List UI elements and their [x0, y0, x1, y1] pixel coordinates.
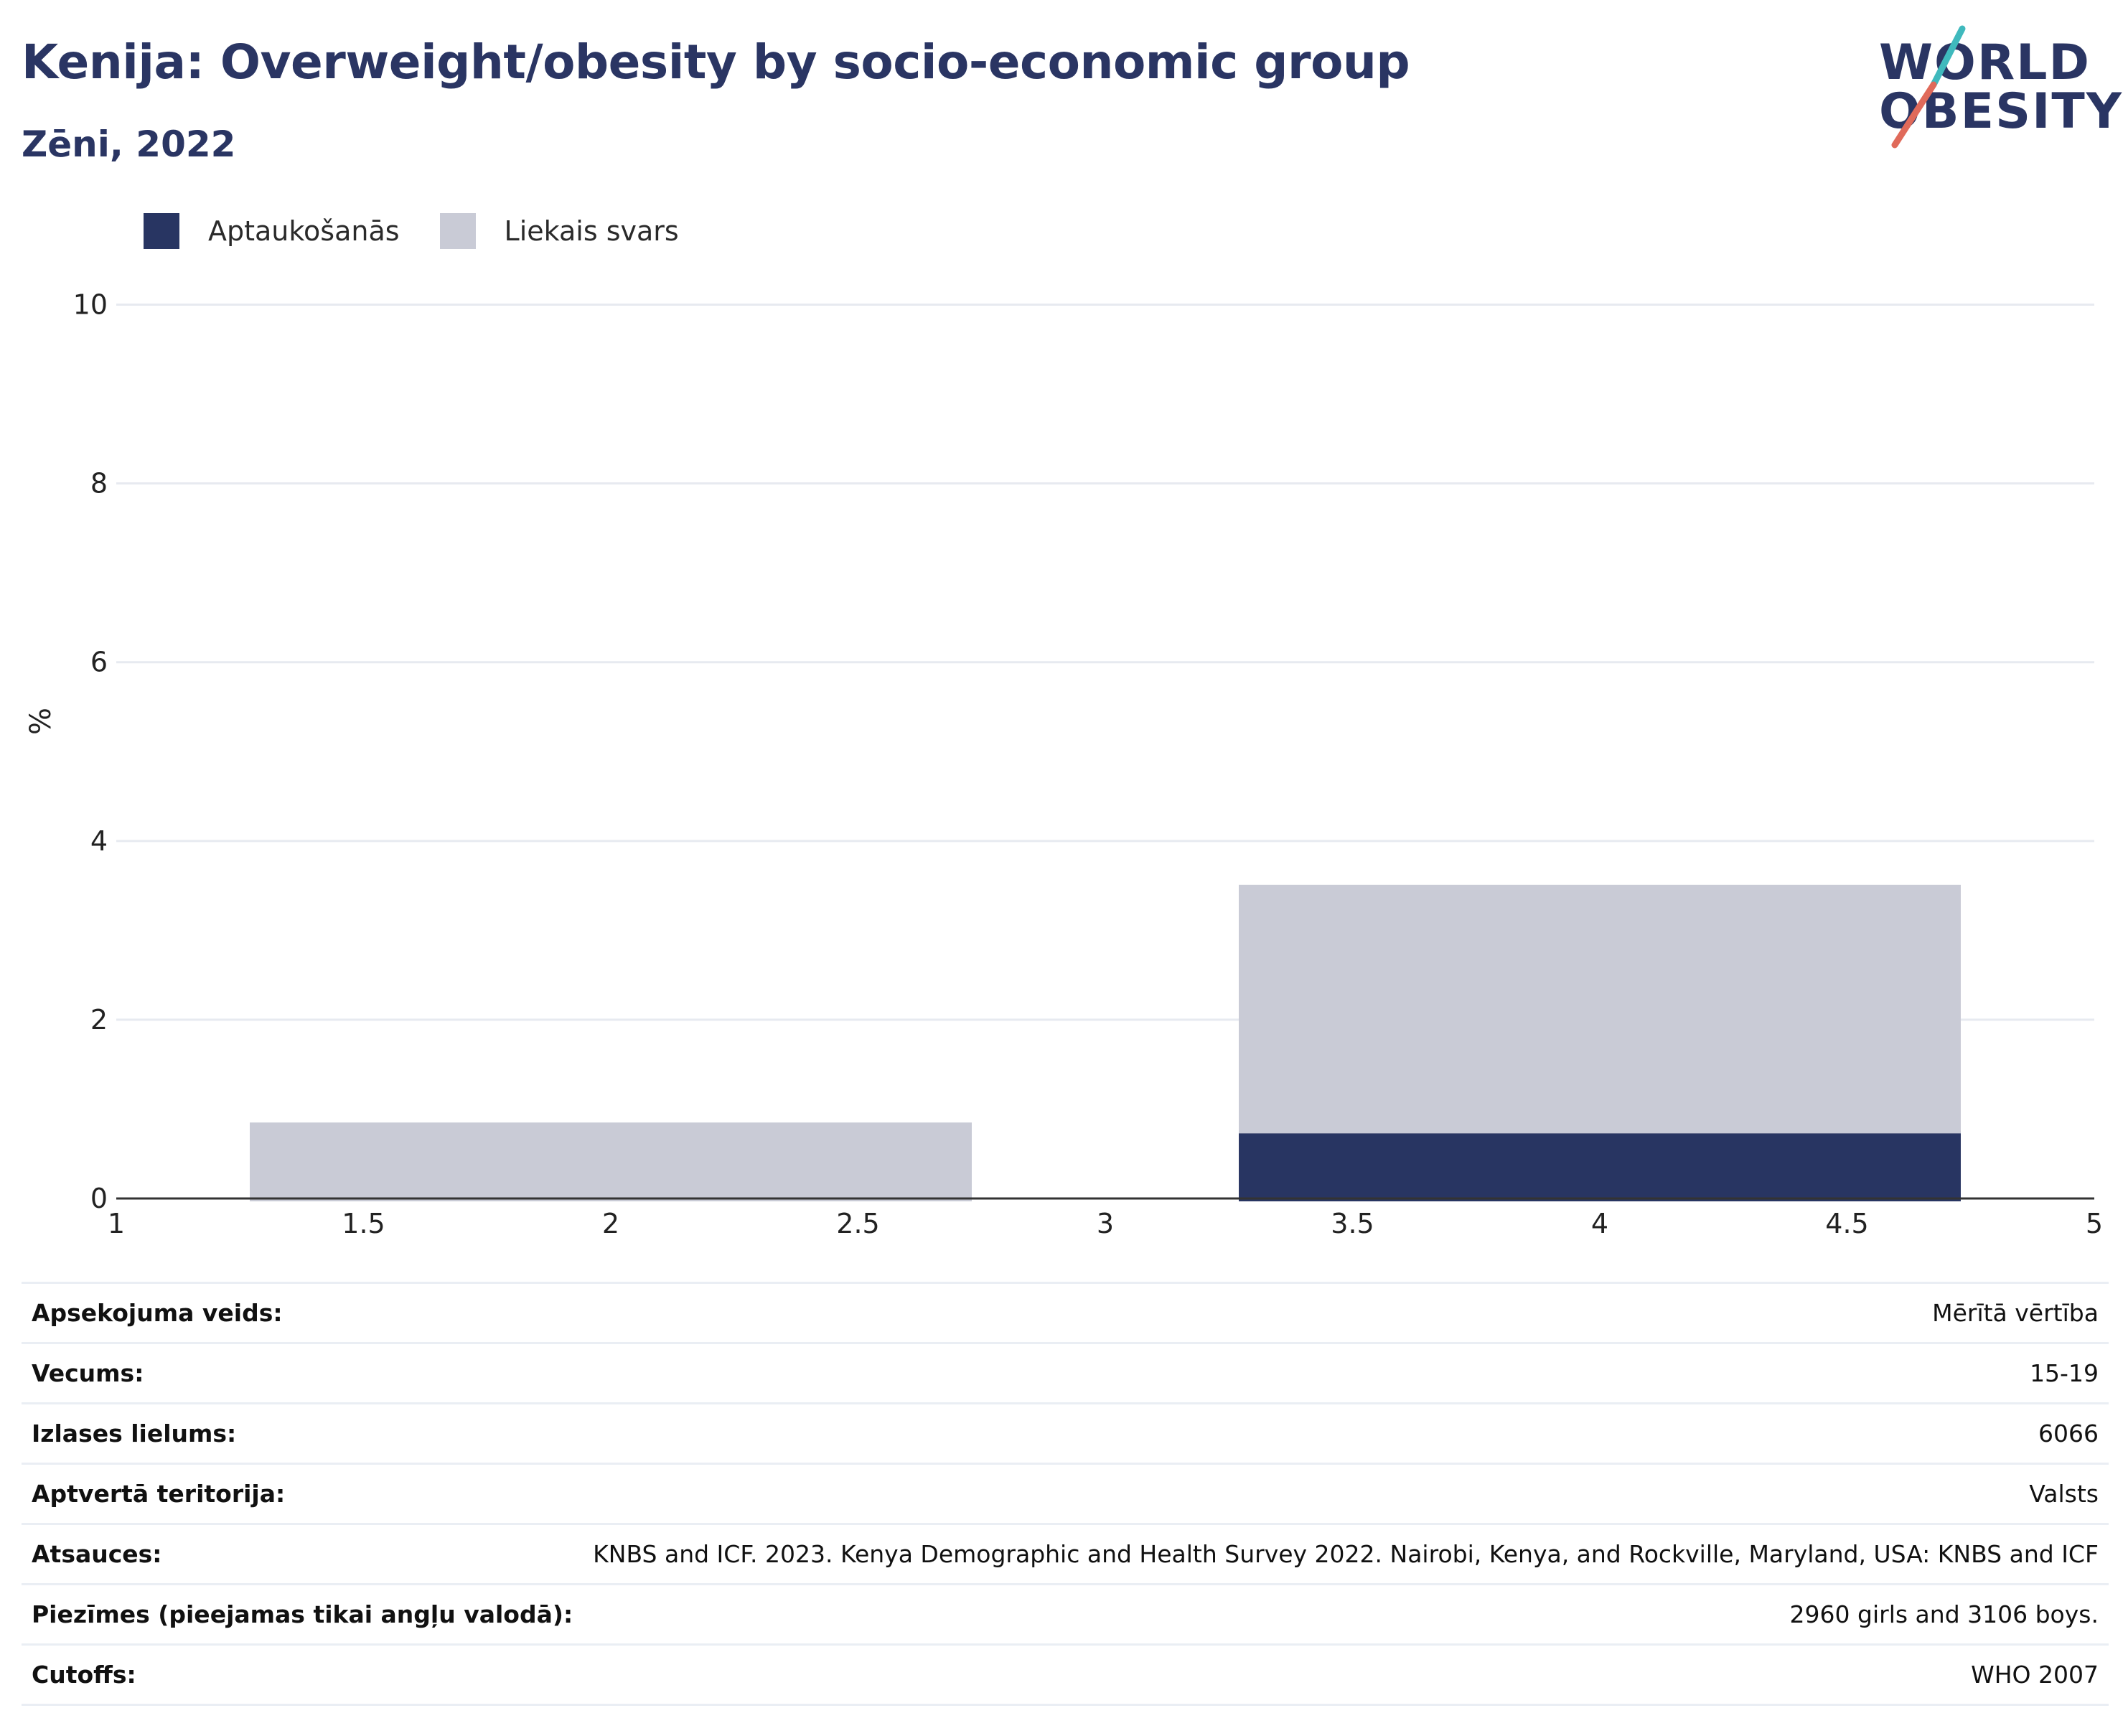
x-tick-label: 3.5	[1331, 1208, 1374, 1239]
overweight-bar	[250, 1122, 972, 1201]
y-tick-label: 0	[90, 1183, 108, 1214]
x-tick-label: 5	[2086, 1208, 2103, 1239]
legend-label-obesity: Aptaukošanās	[208, 215, 400, 247]
x-tick-label: 2.5	[836, 1208, 879, 1239]
legend-item-overweight[interactable]: Liekais svars	[439, 213, 679, 249]
y-tick-label: 2	[90, 1004, 108, 1036]
y-tick-label: 6	[90, 647, 108, 678]
chart-subtitle: Zēni, 2022	[22, 123, 236, 165]
info-table: Apsekojuma veids: Mērītā vērtība Vecums: 15…	[22, 1282, 2109, 1706]
info-value: 15-19	[583, 1342, 2109, 1404]
info-row: Vecums: 15-19	[22, 1342, 2109, 1404]
logo-slash-icon	[1891, 25, 1966, 149]
info-key: Atsauces:	[22, 1523, 584, 1585]
y-tick-label: 10	[73, 289, 108, 321]
x-tick-label: 4.5	[1825, 1208, 1868, 1239]
x-tick-label: 4	[1591, 1208, 1608, 1239]
info-key: Aptvertā teritorija:	[22, 1463, 584, 1524]
label-layer: 0 2 4 6 8 10 1 1.5 2 2.5 3 3.5 4 4.5 5%	[24, 289, 2103, 1239]
legend-swatch-obesity	[144, 213, 179, 249]
info-value: KNBS and ICF. 2023. Kenya Demographic an…	[583, 1523, 2109, 1585]
world-obesity-logo: WORLD OBESITY	[1873, 22, 2122, 151]
stacked-bar-chart: 0 2 4 6 8 10 1 1.5 2 2.5 3 3.5 4 4.5 5%	[24, 289, 2103, 1239]
info-row: Cutoffs: WHO 2007	[22, 1643, 2109, 1706]
info-row: Piezīmes (pieejamas tikai angļu valodā):…	[22, 1583, 2109, 1645]
x-tick-label: 1	[108, 1208, 125, 1239]
y-axis-label: %	[24, 708, 57, 735]
info-value: Valsts	[583, 1463, 2109, 1524]
y-tick-label: 8	[90, 468, 108, 499]
bar-layer	[250, 884, 1961, 1201]
info-value: 6066	[583, 1402, 2109, 1464]
info-key: Cutoffs:	[22, 1643, 584, 1706]
info-value: WHO 2007	[583, 1643, 2109, 1706]
obesity-bar	[1239, 1130, 1961, 1201]
legend-swatch-overweight	[439, 213, 476, 249]
legend-label-overweight: Liekais svars	[504, 215, 679, 247]
legend-item-obesity[interactable]: Aptaukošanās	[144, 213, 400, 249]
chart-title: Kenija: Overweight/obesity by socio-econ…	[22, 34, 1410, 90]
info-row: Apsekojuma veids: Mērītā vērtība	[22, 1282, 2109, 1343]
chart-legend: Aptaukošanās Liekais svars	[144, 212, 719, 250]
info-value: Mērītā vērtība	[583, 1282, 2109, 1343]
logo-word-world: WORLD	[1879, 34, 2091, 91]
info-key: Vecums:	[22, 1342, 584, 1404]
x-tick-label: 1.5	[342, 1208, 385, 1239]
info-value: 2960 girls and 3106 boys.	[583, 1583, 2109, 1645]
x-tick-label: 3	[1097, 1208, 1114, 1239]
info-row: Atsauces: KNBS and ICF. 2023. Kenya Demog…	[22, 1523, 2109, 1585]
info-key: Apsekojuma veids:	[22, 1282, 584, 1343]
x-tick-label: 2	[602, 1208, 619, 1239]
info-row: Izlases lielums: 6066	[22, 1402, 2109, 1464]
info-row: Aptvertā teritorija: Valsts	[22, 1463, 2109, 1524]
info-key: Izlases lielums:	[22, 1402, 584, 1464]
y-tick-label: 4	[90, 825, 108, 857]
info-key: Piezīmes (pieejamas tikai angļu valodā):	[22, 1583, 584, 1645]
overweight-bar	[1239, 884, 1961, 1134]
